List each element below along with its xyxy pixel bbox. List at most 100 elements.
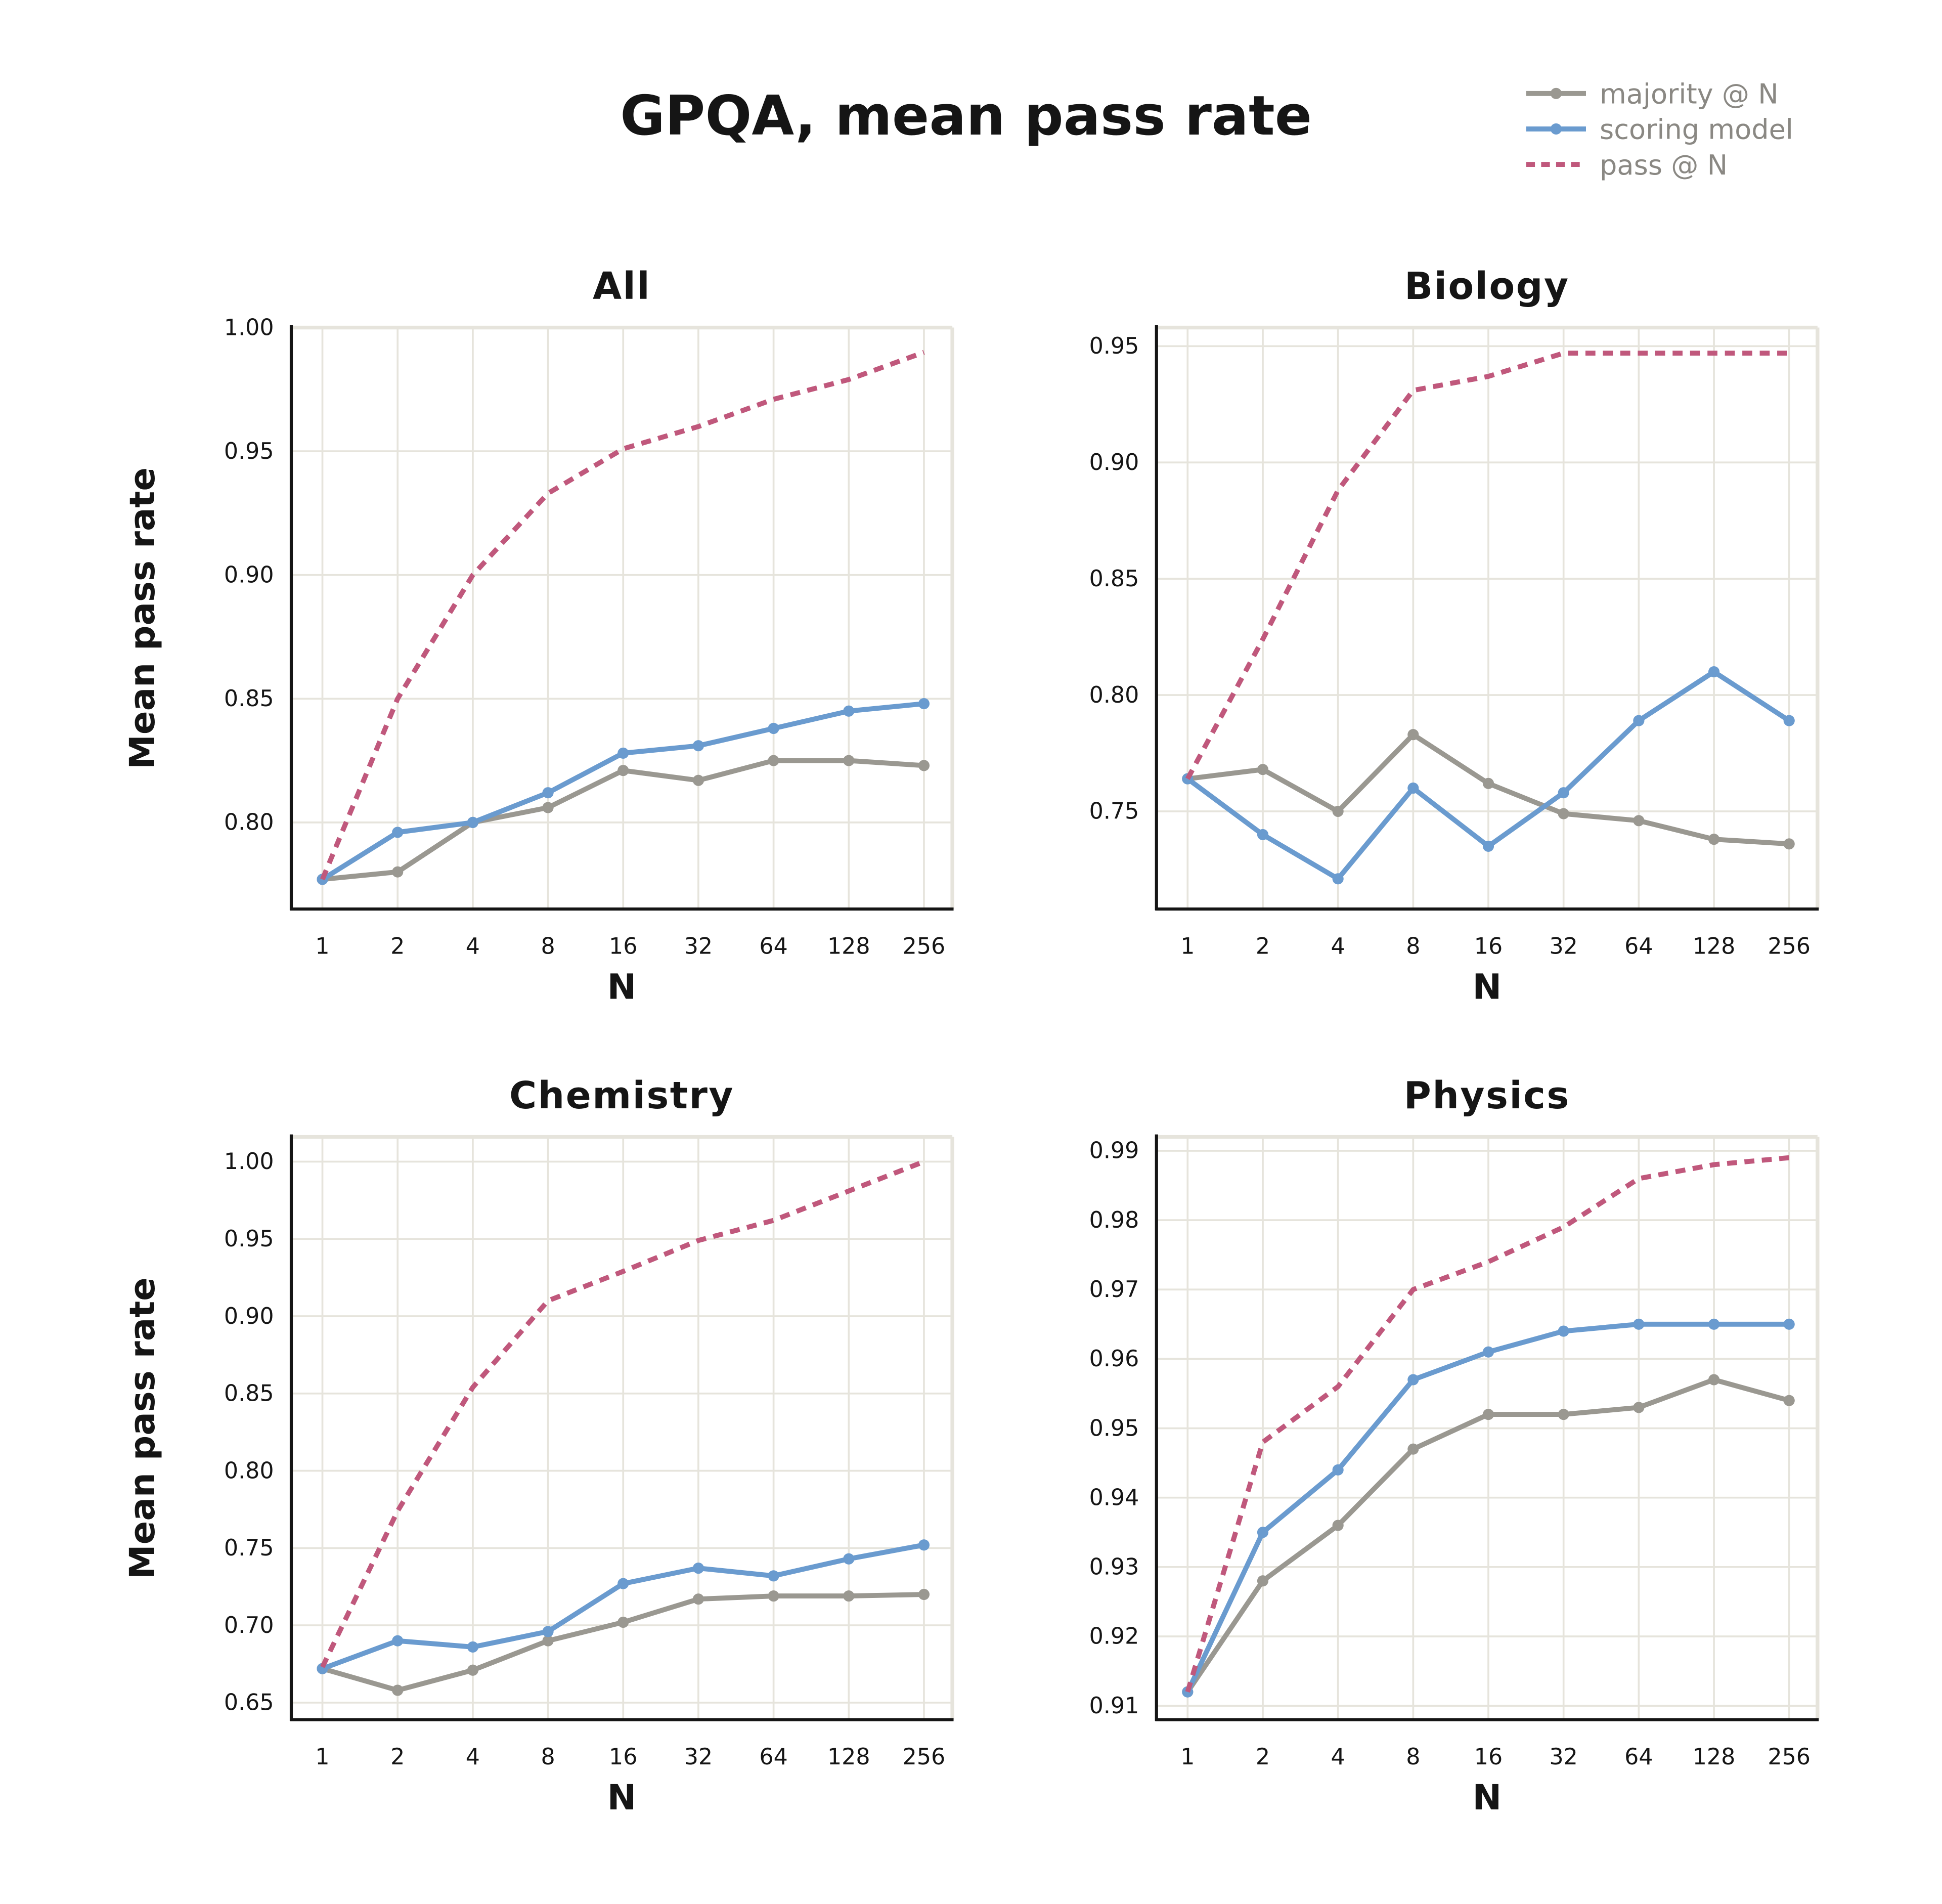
data-point-scoring: [467, 1641, 478, 1653]
series-line-pass: [320, 1159, 925, 1668]
y-tick-label: 0.85: [1089, 566, 1139, 592]
x-tick-label: 256: [1768, 934, 1811, 960]
data-point-majority: [392, 866, 404, 878]
x-tick-label: 32: [1550, 1744, 1578, 1770]
y-tick-label: 0.80: [1089, 682, 1139, 708]
data-point-majority: [617, 1616, 629, 1628]
data-point-scoring: [1633, 1318, 1645, 1330]
x-tick-label: 256: [903, 934, 946, 960]
x-tick-label: 1: [315, 934, 329, 960]
data-point-majority: [1482, 777, 1494, 789]
y-axis-label: Mean pass rate: [122, 467, 163, 769]
data-point-majority: [918, 1588, 930, 1600]
data-point-scoring: [1407, 782, 1419, 794]
data-point-majority: [692, 1593, 704, 1605]
y-tick-label: 0.95: [1089, 333, 1139, 359]
data-point-scoring: [542, 787, 554, 799]
x-tick-label: 1: [315, 1744, 329, 1770]
data-point-majority: [1783, 838, 1795, 850]
data-point-majority: [467, 1664, 478, 1676]
x-tick-label: 16: [609, 934, 637, 960]
data-point-majority: [1783, 1395, 1795, 1406]
data-point-scoring: [1482, 840, 1494, 852]
x-tick-label: 16: [609, 1744, 637, 1770]
data-point-scoring: [1633, 715, 1645, 726]
data-point-scoring: [467, 816, 478, 828]
x-tick-label: 64: [1624, 934, 1653, 960]
data-point-majority: [1558, 808, 1569, 819]
x-tick-label: 1: [1180, 934, 1195, 960]
data-point-majority: [1708, 1374, 1720, 1386]
data-point-scoring: [692, 1563, 704, 1574]
data-point-majority: [542, 1635, 554, 1647]
y-tick-label: 0.93: [1089, 1554, 1139, 1580]
x-tick-label: 256: [903, 1744, 946, 1770]
data-point-majority: [692, 774, 704, 786]
data-point-majority: [1708, 834, 1720, 845]
y-tick-label: 0.80: [224, 1458, 274, 1484]
data-point-scoring: [1708, 666, 1720, 678]
y-tick-label: 0.85: [224, 1381, 274, 1407]
y-tick-label: 0.70: [224, 1613, 274, 1638]
data-point-majority: [1257, 764, 1269, 775]
x-tick-label: 4: [466, 1744, 480, 1770]
data-point-majority: [617, 765, 629, 776]
data-point-majority: [1407, 729, 1419, 741]
data-point-majority: [1407, 1443, 1419, 1455]
data-point-majority: [1482, 1409, 1494, 1420]
x-tick-label: 8: [541, 1744, 555, 1770]
x-tick-label: 4: [1331, 934, 1345, 960]
data-point-majority: [392, 1684, 404, 1696]
x-tick-label: 2: [390, 1744, 405, 1770]
data-point-majority: [1257, 1575, 1269, 1587]
data-point-scoring: [768, 722, 779, 734]
data-point-majority: [918, 760, 930, 771]
data-point-scoring: [918, 698, 930, 710]
subplot-title: Biology: [1404, 265, 1570, 308]
subplot-title: Chemistry: [509, 1074, 734, 1117]
y-tick-label: 0.95: [1089, 1415, 1139, 1441]
legend-marker-majority: [1550, 88, 1562, 99]
data-point-majority: [1633, 1402, 1645, 1413]
x-tick-label: 32: [1550, 934, 1578, 960]
data-point-scoring: [1257, 829, 1269, 841]
x-tick-label: 1: [1180, 1744, 1195, 1770]
subplot-all: 0.80 0.85 0.90 0.95 1.00 1 2 4 8 16 32 64 128 256 All N…: [122, 265, 954, 1007]
x-tick-label: 64: [1624, 1744, 1653, 1770]
data-point-majority: [768, 1590, 779, 1602]
data-point-scoring: [1783, 715, 1795, 726]
x-axis-label: N: [1472, 967, 1502, 1007]
x-tick-label: 128: [1693, 1744, 1736, 1770]
y-tick-label: 0.98: [1089, 1207, 1139, 1233]
data-point-scoring: [843, 1553, 855, 1565]
data-point-scoring: [768, 1570, 779, 1582]
subplot-physics: 0.91 0.92 0.93 0.94 0.95 0.96 0.97 0.98 0.99 1 2 4 8…: [1089, 1074, 1820, 1818]
data-point-majority: [843, 1590, 855, 1602]
x-tick-label: 32: [684, 934, 713, 960]
y-tick-label: 0.75: [224, 1535, 274, 1561]
data-point-scoring: [1407, 1374, 1419, 1386]
y-tick-label: 0.85: [224, 686, 274, 712]
data-point-majority: [542, 802, 554, 813]
x-tick-label: 64: [759, 934, 787, 960]
data-point-scoring: [542, 1626, 554, 1637]
data-point-majority: [1558, 1409, 1569, 1420]
y-tick-label: 0.90: [224, 562, 274, 588]
x-axis-label: N: [1472, 1778, 1502, 1818]
data-point-scoring: [1332, 1464, 1344, 1476]
x-tick-label: 4: [466, 934, 480, 960]
y-tick-label: 0.95: [224, 439, 274, 464]
x-axis-label: N: [607, 967, 637, 1007]
x-tick-label: 2: [1256, 934, 1270, 960]
y-tick-label: 0.75: [1089, 799, 1139, 825]
y-tick-label: 0.90: [224, 1304, 274, 1329]
x-tick-label: 2: [390, 934, 405, 960]
x-tick-label: 64: [759, 1744, 787, 1770]
data-point-majority: [1332, 805, 1344, 817]
data-point-scoring: [392, 827, 404, 838]
y-tick-label: 0.99: [1089, 1138, 1139, 1164]
x-tick-label: 16: [1474, 1744, 1503, 1770]
y-tick-label: 1.00: [224, 1149, 274, 1175]
